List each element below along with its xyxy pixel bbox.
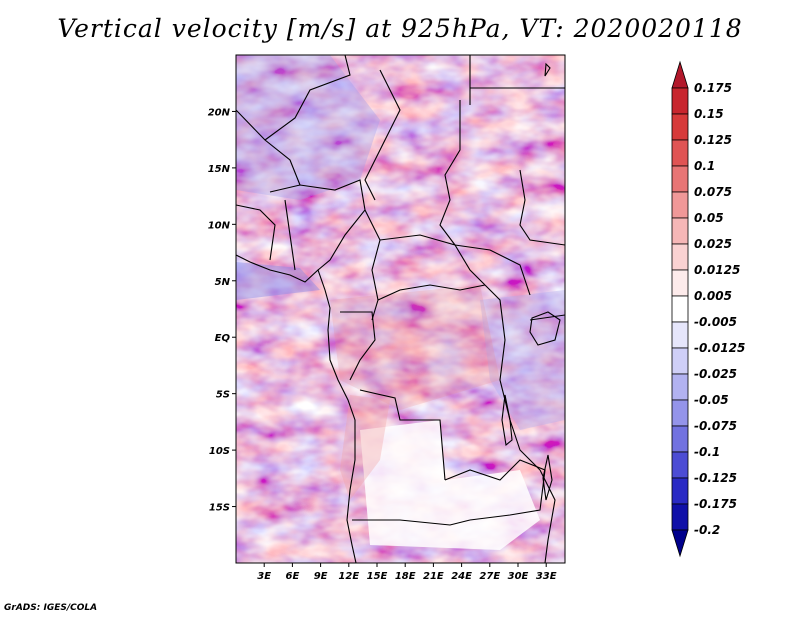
border-south-sudan bbox=[454, 244, 531, 296]
y-tick-label: 5N bbox=[215, 277, 231, 288]
west-africa-downdraft-region bbox=[236, 55, 380, 200]
border-drc-angola bbox=[359, 389, 446, 481]
longitude-axis: 3E 6E 9E 12E 15E 18E 21E 24E 27E 30E 33E bbox=[257, 563, 557, 582]
y-tick-label: 15N bbox=[208, 164, 231, 175]
lake-tanganyika bbox=[501, 394, 513, 447]
border-cameroon-car bbox=[364, 209, 381, 321]
colorbar-swatch bbox=[671, 477, 689, 505]
east-africa-downdraft-region bbox=[480, 290, 565, 430]
colorbar-swatch bbox=[671, 191, 689, 219]
x-tick-label: 24E bbox=[451, 571, 472, 582]
colorbar-swatch bbox=[671, 60, 689, 89]
grads-credit: GrADS: IGES/COLA bbox=[4, 603, 98, 613]
border-chad-sudan bbox=[439, 100, 461, 246]
southern-africa-calm-region bbox=[360, 420, 540, 550]
colorbar: 0.175 0.15 0.125 0.1 0.075 0.05 0.025 0.0125 0.0… bbox=[671, 60, 745, 558]
colorbar-level-label: 0.125 bbox=[694, 133, 732, 147]
x-tick-label: 30E bbox=[508, 571, 529, 582]
x-tick-label: 12E bbox=[338, 571, 359, 582]
colorbar-swatch bbox=[671, 347, 689, 375]
x-tick-label: 15E bbox=[367, 571, 388, 582]
country-borders bbox=[236, 55, 565, 563]
y-tick-label: 5S bbox=[216, 390, 230, 401]
border-algeria-mali-niger bbox=[236, 109, 301, 186]
colorbar-swatch bbox=[671, 399, 689, 427]
border-zambia bbox=[444, 459, 546, 521]
colorbar-level-label: -0.2 bbox=[694, 523, 720, 537]
colorbar-swatch bbox=[671, 165, 689, 193]
colorbar-level-label: -0.075 bbox=[694, 419, 737, 433]
y-tick-label: EQ bbox=[215, 333, 231, 344]
colorbar-swatch bbox=[671, 87, 689, 115]
latitude-axis: 20N 15N 10N 5N EQ 5S 10S 15S bbox=[208, 107, 236, 514]
x-tick-label: 27E bbox=[479, 571, 500, 582]
map-frame bbox=[235, 54, 566, 564]
colorbar-swatch bbox=[671, 373, 689, 401]
border-benin-togo bbox=[284, 199, 296, 271]
x-tick-label: 18E bbox=[395, 571, 416, 582]
x-tick-label: 33E bbox=[536, 571, 557, 582]
colorbar-swatch bbox=[671, 217, 689, 245]
x-tick-label: 3E bbox=[257, 571, 271, 582]
colorbar-level-label: 0.175 bbox=[694, 81, 732, 95]
y-tick-label: 10S bbox=[209, 446, 230, 457]
y-tick-label: 15S bbox=[209, 503, 230, 514]
x-tick-label: 21E bbox=[423, 571, 444, 582]
lake-tana bbox=[544, 62, 551, 77]
colorbar-level-label: -0.1 bbox=[694, 445, 720, 459]
colorbar-swatch bbox=[671, 113, 689, 141]
border-burkina-ghana bbox=[236, 204, 276, 261]
colorbar-level-label: 0.15 bbox=[694, 107, 724, 121]
x-tick-label: 9E bbox=[314, 571, 328, 582]
colorbar-level-label: 0.1 bbox=[694, 159, 715, 173]
colorbar-level-label: 0.05 bbox=[694, 211, 724, 225]
colorbar-swatch bbox=[671, 269, 689, 297]
colorbar-swatch bbox=[671, 321, 689, 349]
y-tick-label: 20N bbox=[208, 107, 231, 118]
colorbar-level-label: -0.0125 bbox=[694, 341, 745, 355]
colorbar-swatch bbox=[671, 139, 689, 167]
lake-victoria bbox=[529, 311, 561, 346]
colorbar-level-label: 0.025 bbox=[694, 237, 732, 251]
border-sudan-ethiopia bbox=[519, 169, 565, 246]
colorbar-swatch bbox=[671, 243, 689, 271]
lake-malawi bbox=[542, 454, 553, 501]
map-title: Vertical velocity [m/s] at 925hPa, VT: 2… bbox=[57, 14, 743, 43]
colorbar-level-label: -0.125 bbox=[694, 471, 737, 485]
colorbar-level-label: 0.075 bbox=[694, 185, 732, 199]
colorbar-level-label: -0.025 bbox=[694, 367, 737, 381]
colorbar-swatch bbox=[671, 451, 689, 479]
colorbar-level-label: 0.0125 bbox=[694, 263, 740, 277]
border-niger-chad bbox=[364, 69, 401, 201]
colorbar-swatch bbox=[671, 503, 689, 531]
colorbar-level-label: -0.05 bbox=[694, 393, 729, 407]
colorbar-level-label: 0.005 bbox=[694, 289, 732, 303]
border-mozambique bbox=[539, 469, 556, 563]
border-libya-algeria bbox=[264, 55, 351, 141]
colorbar-swatch bbox=[671, 295, 689, 323]
gulf-of-guinea-downdraft-region bbox=[236, 262, 320, 300]
border-angola-namibia bbox=[352, 519, 471, 526]
colorbar-swatch bbox=[671, 425, 689, 453]
x-tick-label: 6E bbox=[286, 571, 300, 582]
colorbar-level-label: -0.005 bbox=[694, 315, 737, 329]
border-drc-east bbox=[484, 284, 541, 471]
border-drc-car bbox=[377, 284, 486, 301]
border-congo-gabon bbox=[340, 311, 376, 381]
colorbar-swatch bbox=[671, 529, 689, 558]
border-nigeria bbox=[269, 179, 366, 271]
map-plot-area bbox=[236, 55, 565, 563]
colorbar-level-label: -0.175 bbox=[694, 497, 737, 511]
y-tick-label: 10N bbox=[208, 220, 231, 231]
border-kenya-tanzania bbox=[529, 314, 565, 321]
coastline-west-africa bbox=[236, 254, 357, 563]
